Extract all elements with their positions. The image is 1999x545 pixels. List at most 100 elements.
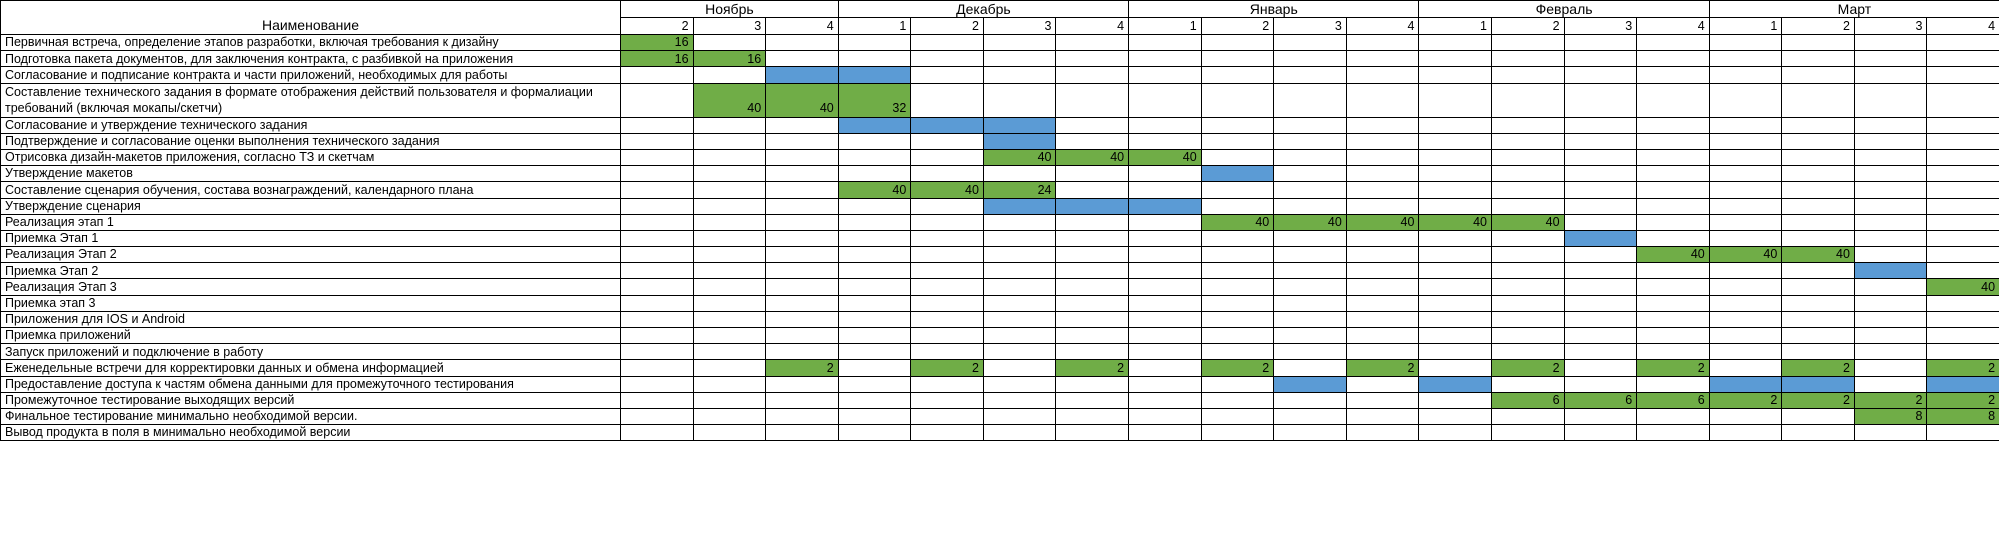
- task-name: Составление сценария обучения, состава в…: [0, 181, 621, 199]
- empty-cell: [692, 375, 767, 393]
- empty-cell: [910, 33, 984, 52]
- empty-cell: [1418, 407, 1492, 426]
- empty-cell: [692, 148, 767, 167]
- empty-cell: [692, 359, 767, 377]
- empty-cell: [1853, 181, 1928, 199]
- empty-cell: [1563, 375, 1638, 393]
- approval-cell: [1853, 262, 1928, 280]
- empty-cell: [1273, 310, 1347, 329]
- empty-cell: [692, 391, 767, 409]
- work-hours-cell: 8: [1853, 407, 1928, 426]
- empty-cell: [837, 33, 912, 52]
- empty-cell: [1636, 66, 1710, 84]
- empty-cell: [1418, 181, 1492, 199]
- approval-cell: [1926, 375, 1999, 393]
- empty-cell: [1563, 326, 1638, 345]
- empty-cell: [910, 407, 984, 426]
- empty-cell: [1273, 82, 1347, 118]
- empty-cell: [692, 116, 767, 134]
- empty-cell: [1200, 310, 1275, 329]
- empty-cell: [620, 294, 694, 312]
- approval-cell: [1781, 375, 1855, 393]
- approval-cell: [837, 116, 912, 134]
- empty-cell: [1636, 181, 1710, 199]
- empty-cell: [910, 424, 984, 442]
- empty-cell: [982, 50, 1057, 68]
- empty-cell: [910, 343, 984, 361]
- empty-cell: [1926, 326, 1999, 345]
- empty-cell: [620, 229, 694, 248]
- empty-cell: [765, 375, 839, 393]
- empty-cell: [1563, 310, 1638, 329]
- empty-cell: [1781, 407, 1855, 426]
- empty-cell: [1853, 246, 1928, 264]
- empty-cell: [1490, 343, 1565, 361]
- empty-cell: [620, 197, 694, 215]
- empty-cell: [692, 132, 767, 150]
- week-header: 3: [1563, 17, 1638, 35]
- empty-cell: [620, 326, 694, 345]
- empty-cell: [620, 246, 694, 264]
- empty-cell: [1708, 343, 1783, 361]
- week-header: 1: [1708, 17, 1783, 35]
- empty-cell: [982, 359, 1057, 377]
- work-hours-cell: 40: [1345, 213, 1420, 231]
- empty-cell: [1273, 278, 1347, 296]
- empty-cell: [910, 165, 984, 183]
- empty-cell: [1853, 278, 1928, 296]
- task-name: Приемка Этап 2: [0, 262, 621, 280]
- table-row: Реализация Этап 3 40: [0, 278, 1999, 296]
- task-name: Реализация этап 1: [0, 213, 621, 231]
- task-name: Первичная встреча, определение этапов ра…: [0, 33, 621, 52]
- empty-cell: [1345, 116, 1420, 134]
- empty-cell: [1200, 262, 1275, 280]
- empty-cell: [1490, 278, 1565, 296]
- empty-cell: [1781, 132, 1855, 150]
- empty-cell: [1708, 326, 1783, 345]
- work-hours-cell: 16: [620, 33, 694, 52]
- empty-cell: [1200, 424, 1275, 442]
- empty-cell: [1563, 33, 1638, 52]
- empty-cell: [1926, 246, 1999, 264]
- empty-cell: [1128, 359, 1202, 377]
- empty-cell: [982, 165, 1057, 183]
- empty-cell: [837, 278, 912, 296]
- empty-cell: [1418, 262, 1492, 280]
- approval-cell: [1055, 197, 1130, 215]
- empty-cell: [1926, 33, 1999, 52]
- empty-cell: [1853, 50, 1928, 68]
- empty-cell: [910, 82, 984, 118]
- empty-cell: [1563, 262, 1638, 280]
- empty-cell: [1563, 181, 1638, 199]
- work-hours-cell: 40: [1926, 278, 1999, 296]
- empty-cell: [982, 262, 1057, 280]
- empty-cell: [982, 294, 1057, 312]
- empty-cell: [1200, 326, 1275, 345]
- empty-cell: [1345, 343, 1420, 361]
- work-hours-cell: 40: [1128, 148, 1202, 167]
- header-name-cell: Наименование: [0, 0, 621, 35]
- week-header: 2: [1200, 17, 1275, 35]
- empty-cell: [1418, 66, 1492, 84]
- empty-cell: [1200, 294, 1275, 312]
- empty-cell: [1200, 278, 1275, 296]
- empty-cell: [1055, 326, 1130, 345]
- empty-cell: [910, 391, 984, 409]
- empty-cell: [1781, 262, 1855, 280]
- empty-cell: [1345, 181, 1420, 199]
- work-hours-cell: 2: [1345, 359, 1420, 377]
- empty-cell: [1128, 116, 1202, 134]
- empty-cell: [1200, 132, 1275, 150]
- empty-cell: [1418, 294, 1492, 312]
- empty-cell: [620, 148, 694, 167]
- empty-cell: [765, 246, 839, 264]
- empty-cell: [982, 213, 1057, 231]
- empty-cell: [1781, 278, 1855, 296]
- week-header: 3: [1273, 17, 1347, 35]
- empty-cell: [1418, 229, 1492, 248]
- work-hours-cell: 40: [910, 181, 984, 199]
- table-row: Составление сценария обучения, состава в…: [0, 181, 1999, 199]
- empty-cell: [1273, 165, 1347, 183]
- empty-cell: [837, 326, 912, 345]
- empty-cell: [1708, 197, 1783, 215]
